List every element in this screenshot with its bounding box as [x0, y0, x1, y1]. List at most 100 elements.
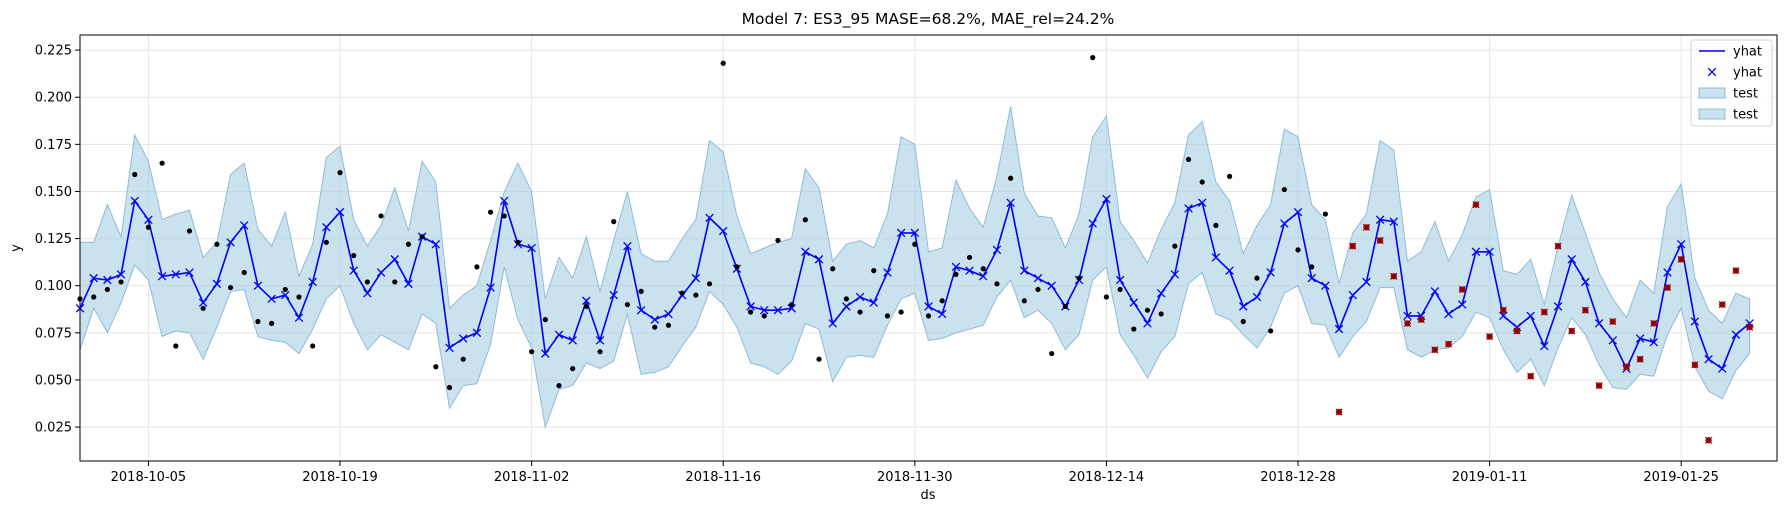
- yhat-marker: [1676, 239, 1686, 249]
- train-point: [1309, 264, 1315, 270]
- train-point: [1131, 326, 1137, 332]
- yhat-marker: [582, 296, 591, 306]
- test-point-marker: [1609, 317, 1617, 326]
- yhat-marker: [636, 305, 646, 315]
- y-tick-label: 0.150: [35, 185, 72, 200]
- train-point: [241, 269, 247, 276]
- train-point: [624, 301, 631, 308]
- yhat-marker: [1444, 309, 1453, 319]
- legend-label: yhat: [1733, 66, 1762, 81]
- yhat-marker: [445, 343, 454, 353]
- train-point: [1322, 211, 1328, 217]
- yhat-marker: [1334, 324, 1344, 334]
- test-point-marker: [1622, 363, 1631, 371]
- x-tick-label: 2018-12-14: [1069, 470, 1145, 485]
- train-point: [145, 224, 152, 230]
- yhat-marker: [212, 279, 222, 289]
- train-point: [1076, 275, 1082, 281]
- train-point: [802, 217, 808, 223]
- test-point-marker: [1349, 242, 1357, 250]
- test-point-marker: [1705, 436, 1713, 444]
- yhat-marker: [1485, 247, 1494, 257]
- test-point-marker: [1718, 300, 1726, 309]
- train-point: [351, 252, 357, 259]
- train-point: [953, 271, 959, 277]
- yhat-marker: [281, 290, 290, 300]
- yhat-marker: [1375, 215, 1385, 224]
- yhat-marker: [1635, 334, 1645, 343]
- yhat-marker: [705, 213, 714, 223]
- train-point: [104, 286, 110, 293]
- yhat-marker: [1143, 319, 1152, 328]
- train-point: [255, 318, 261, 325]
- train-point: [1281, 186, 1287, 193]
- yhat-marker: [1184, 204, 1193, 213]
- yhat-marker: [527, 243, 536, 253]
- train-point: [1295, 247, 1301, 253]
- yhat-marker: [951, 262, 961, 272]
- yhat-marker: [609, 290, 618, 300]
- train-point: [1090, 55, 1096, 61]
- train-point: [775, 237, 781, 244]
- train-point: [693, 292, 699, 298]
- train-point: [433, 364, 439, 370]
- train-point: [1185, 156, 1192, 163]
- yhat-marker: [349, 266, 358, 275]
- train-point: [816, 356, 822, 362]
- train-point: [871, 268, 877, 274]
- train-point: [611, 219, 617, 225]
- yhat-marker: [253, 281, 263, 290]
- x-tick-label: 2018-11-02: [494, 470, 570, 485]
- train-point: [419, 234, 425, 240]
- yhat-marker: [472, 328, 482, 338]
- train-point: [898, 309, 904, 315]
- yhat-marker: [554, 330, 564, 339]
- yhat-marker: [1307, 273, 1316, 283]
- yhat-marker: [1581, 277, 1590, 287]
- yhat-marker: [1280, 219, 1289, 228]
- train-point: [556, 383, 562, 389]
- yhat-marker: [1663, 268, 1672, 277]
- test-point-marker: [1527, 372, 1535, 380]
- train-point: [1144, 307, 1151, 313]
- test-point-marker: [1595, 382, 1603, 390]
- train-point: [857, 309, 863, 315]
- yhat-marker: [828, 319, 837, 328]
- yhat-marker: [541, 349, 550, 358]
- x-tick-label: 2019-01-11: [1452, 470, 1528, 485]
- train-point: [706, 281, 713, 287]
- yhat-marker: [335, 207, 345, 217]
- yhat-marker: [1047, 281, 1056, 290]
- confidence-band: [79, 106, 1751, 430]
- yhat-marker: [239, 221, 249, 230]
- yhat-marker: [267, 294, 276, 304]
- yhat-marker: [486, 283, 495, 292]
- yhat-marker: [404, 279, 413, 289]
- yhat-marker: [499, 196, 509, 206]
- yhat-marker: [376, 268, 386, 277]
- yhat-marker: [1266, 268, 1275, 277]
- x-tick-label: 2019-01-25: [1643, 470, 1719, 485]
- train-point: [994, 281, 1000, 287]
- train-point: [1199, 179, 1205, 185]
- chart-title: Model 7: ES3_95 MASE=68.2%, MAE_rel=24.2…: [742, 10, 1115, 29]
- test-point-marker: [1499, 306, 1507, 314]
- train-point: [378, 213, 384, 219]
- train-point: [1062, 303, 1068, 310]
- legend-band-swatch: [1698, 108, 1726, 120]
- train-point: [1049, 350, 1055, 357]
- yhat-marker: [1088, 219, 1097, 228]
- yhat-marker: [965, 266, 974, 275]
- yhat-marker: [89, 273, 98, 283]
- train-point: [939, 298, 945, 304]
- train-point: [310, 343, 316, 349]
- train-point: [159, 160, 165, 166]
- yhat-marker: [760, 305, 769, 315]
- train-point: [747, 309, 754, 315]
- train-point: [282, 286, 288, 293]
- train-point: [843, 296, 849, 302]
- train-point: [980, 266, 986, 272]
- yhat-marker: [1020, 266, 1029, 275]
- train-point: [1213, 222, 1219, 228]
- yhat-marker: [650, 315, 660, 324]
